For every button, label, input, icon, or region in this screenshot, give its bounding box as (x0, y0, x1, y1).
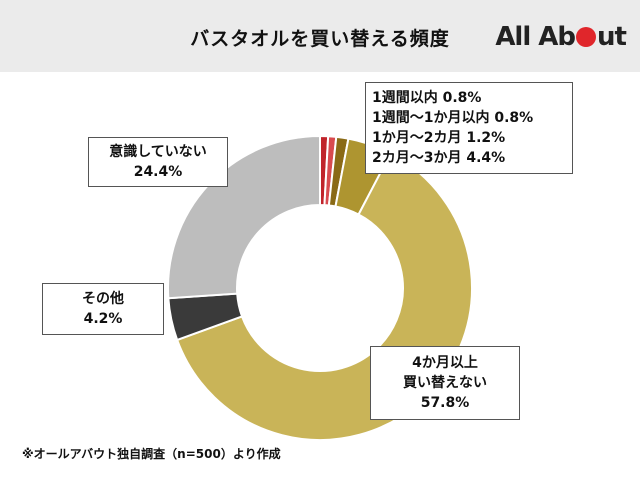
label-unaware-value: 24.4% (133, 164, 183, 180)
footnote: ※オールアバウト独自調査（n=500）より作成 (22, 447, 281, 461)
logo-dot-icon (576, 27, 597, 47)
chart-title: バスタオルを買い替える頻度 (190, 28, 450, 50)
label-four-months-line2: 買い替えない (403, 375, 487, 391)
label-short-periods: 1週間以内 0.8% 1週間～1か月以内 0.8% 1か月～2カ月 1.2% 2… (365, 82, 573, 174)
label-four-months-value: 57.8% (420, 395, 470, 411)
label-other-value: 4.2% (83, 311, 123, 327)
allabout-logo: All Ab ut (495, 22, 627, 52)
label-four-months: 4か月以上 買い替えない 57.8% (370, 346, 520, 420)
label-unaware-name: 意識していない (109, 144, 207, 160)
label-line-1week-1month: 1週間～1か月以内 0.8% (372, 110, 534, 126)
donut-slice-6 (167, 134, 321, 300)
label-unaware: 意識していない 24.4% (88, 137, 228, 187)
label-line-1week: 1週間以内 0.8% (372, 90, 482, 106)
logo-text-start: All Ab (495, 22, 576, 52)
label-line-2-3months: 2カ月～3か月 4.4% (372, 150, 506, 166)
label-line-1-2months: 1か月～2カ月 1.2% (372, 130, 506, 146)
logo-text-end: ut (597, 22, 627, 52)
label-other-name: その他 (82, 291, 124, 307)
header-bar (0, 0, 640, 72)
label-other: その他 4.2% (42, 283, 164, 335)
label-four-months-line1: 4か月以上 (412, 355, 478, 371)
